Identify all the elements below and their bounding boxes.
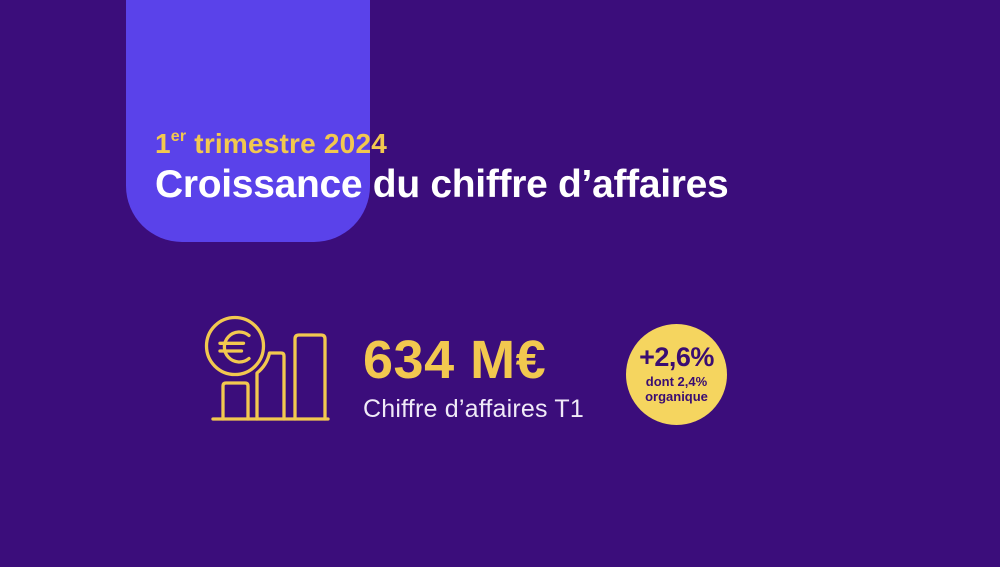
euro-symbol <box>222 330 251 364</box>
euro-coin-bar-chart-icon <box>204 315 330 421</box>
bar-chart-bar-medium <box>255 351 286 421</box>
period-rest: trimestre 2024 <box>186 128 387 159</box>
period-subtitle: 1er trimestre 2024 <box>155 128 728 160</box>
euro-coin-circle <box>204 315 266 377</box>
header: 1er trimestre 2024 Croissance du chiffre… <box>155 128 729 206</box>
kpi-label: Chiffre d’affaires T1 <box>363 395 584 423</box>
period-prefix: 1 <box>155 128 171 159</box>
page-title: Croissance du chiffre d’affaires <box>155 162 729 206</box>
growth-detail-line2: organique <box>645 389 708 404</box>
bar-chart-bar-small <box>221 381 250 421</box>
growth-badge: +2,6% dont 2,4% organique <box>626 324 727 425</box>
header-accent-card <box>126 0 370 242</box>
growth-detail-line1: dont 2,4% <box>645 374 708 390</box>
growth-value: +2,6% <box>639 342 714 373</box>
kpi-block: 634 M€ Chiffre d’affaires T1 <box>363 333 584 424</box>
period-superscript: er <box>170 128 187 145</box>
bar-chart-bar-tall <box>293 333 327 421</box>
growth-detail: dont 2,4% organique <box>645 374 708 405</box>
kpi-value: 634 M€ <box>363 330 547 390</box>
